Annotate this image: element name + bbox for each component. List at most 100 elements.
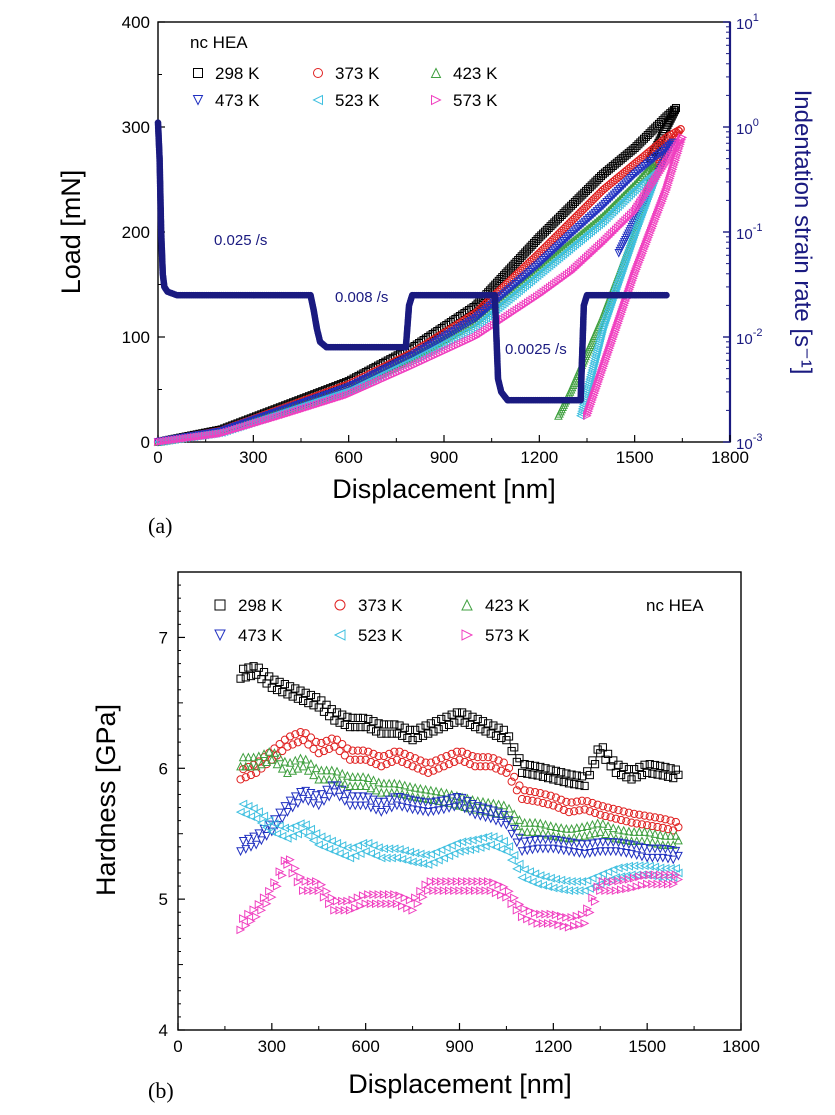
data-point bbox=[462, 793, 472, 803]
data-point bbox=[671, 846, 681, 856]
data-point bbox=[575, 920, 585, 930]
data-point bbox=[329, 788, 339, 798]
data-point bbox=[353, 772, 363, 781]
data-point bbox=[541, 835, 550, 845]
data-point bbox=[548, 844, 558, 854]
data-point bbox=[608, 823, 618, 833]
data-point bbox=[463, 710, 472, 719]
data-point bbox=[577, 910, 587, 920]
data-point bbox=[566, 243, 576, 253]
data-point bbox=[512, 821, 522, 831]
data-point bbox=[293, 738, 302, 747]
data-point bbox=[548, 258, 558, 267]
legend-label-a: 373 K bbox=[335, 64, 380, 83]
data-point bbox=[556, 251, 566, 261]
data-point bbox=[518, 283, 527, 292]
data-point bbox=[403, 760, 412, 769]
data-point bbox=[568, 241, 578, 251]
data-point bbox=[416, 886, 426, 896]
data-point bbox=[640, 161, 650, 171]
data-point bbox=[658, 853, 668, 863]
legend-title-a: nc HEA bbox=[190, 33, 248, 52]
data-point bbox=[238, 837, 248, 846]
data-point bbox=[622, 884, 632, 894]
data-point bbox=[288, 803, 298, 813]
data-point bbox=[614, 806, 623, 815]
data-point bbox=[650, 760, 660, 770]
data-point bbox=[649, 177, 659, 186]
data-point bbox=[603, 867, 613, 877]
data-point bbox=[491, 842, 501, 852]
data-point bbox=[564, 245, 574, 254]
data-point bbox=[267, 827, 277, 837]
data-point bbox=[308, 836, 318, 845]
data-point bbox=[613, 202, 622, 211]
data-point bbox=[499, 290, 508, 299]
data-point bbox=[306, 824, 316, 834]
data-point bbox=[241, 809, 250, 819]
data-point bbox=[599, 361, 609, 371]
data-point bbox=[437, 877, 446, 886]
data-point bbox=[611, 847, 621, 857]
data-point bbox=[515, 276, 524, 286]
data-point bbox=[653, 822, 662, 832]
data-point bbox=[298, 827, 308, 837]
data-point bbox=[497, 300, 507, 309]
legend-marker-b bbox=[461, 629, 474, 641]
data-point bbox=[246, 812, 256, 821]
data-point bbox=[665, 863, 675, 873]
data-point bbox=[657, 199, 666, 208]
data-point bbox=[536, 762, 545, 772]
data-point bbox=[389, 793, 399, 803]
data-point bbox=[340, 905, 350, 915]
data-point bbox=[356, 781, 365, 791]
data-point bbox=[635, 810, 644, 819]
data-point bbox=[647, 837, 657, 847]
data-point bbox=[256, 818, 266, 828]
data-point bbox=[630, 206, 640, 216]
data-point bbox=[507, 899, 517, 909]
data-point bbox=[520, 904, 530, 914]
data-point bbox=[481, 313, 491, 323]
y-axis-label-b: Hardness [GPa] bbox=[91, 704, 121, 896]
data-point bbox=[408, 905, 418, 915]
data-point bbox=[444, 804, 454, 813]
data-point bbox=[606, 813, 615, 822]
data-point bbox=[619, 303, 628, 313]
y2-tick-label-a: 10-1 bbox=[736, 222, 762, 243]
series-a-573k bbox=[154, 133, 687, 447]
data-point bbox=[646, 156, 656, 166]
legend-marker-a bbox=[193, 68, 203, 78]
data-point bbox=[590, 808, 600, 818]
data-point bbox=[431, 797, 441, 807]
data-point bbox=[580, 830, 590, 840]
data-point bbox=[512, 864, 521, 874]
legend-label-b: 573 K bbox=[485, 626, 530, 645]
data-point bbox=[523, 769, 532, 778]
data-point bbox=[550, 256, 560, 266]
data-point bbox=[314, 703, 323, 712]
data-point bbox=[669, 129, 678, 138]
data-point bbox=[630, 809, 639, 818]
data-point bbox=[567, 770, 576, 779]
x-tick-label-a: 600 bbox=[334, 448, 362, 467]
data-point bbox=[285, 682, 295, 691]
data-point bbox=[410, 782, 420, 792]
data-point bbox=[337, 841, 347, 850]
data-point bbox=[626, 870, 636, 880]
data-point bbox=[502, 821, 511, 830]
data-point bbox=[593, 818, 603, 828]
data-point bbox=[582, 821, 592, 830]
x-tick-label-a: 1800 bbox=[711, 448, 749, 467]
data-point bbox=[389, 778, 399, 788]
data-point bbox=[632, 168, 641, 178]
data-point bbox=[235, 807, 245, 817]
data-point bbox=[600, 215, 609, 224]
data-point bbox=[648, 821, 657, 831]
data-point bbox=[241, 845, 251, 854]
data-point bbox=[619, 181, 628, 190]
data-point bbox=[304, 740, 313, 749]
data-point bbox=[525, 760, 534, 770]
data-point bbox=[311, 829, 321, 838]
data-point bbox=[379, 890, 389, 899]
